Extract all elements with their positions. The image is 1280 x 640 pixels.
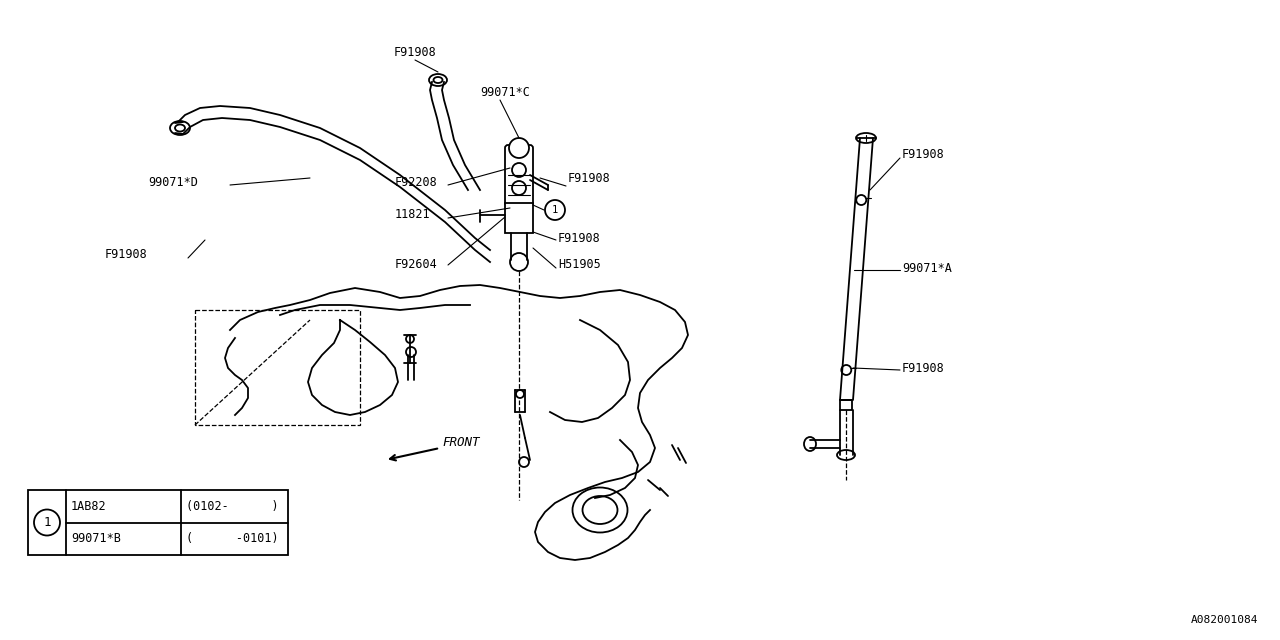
Ellipse shape xyxy=(434,77,443,83)
Text: A082001084: A082001084 xyxy=(1190,615,1258,625)
Text: (0102-      ): (0102- ) xyxy=(186,500,279,513)
Circle shape xyxy=(406,347,416,357)
Circle shape xyxy=(518,457,529,467)
Bar xyxy=(28,490,288,555)
Text: 11821: 11821 xyxy=(396,209,430,221)
Circle shape xyxy=(512,163,526,177)
Text: F92604: F92604 xyxy=(396,259,438,271)
Circle shape xyxy=(509,138,529,158)
Circle shape xyxy=(841,365,851,375)
Ellipse shape xyxy=(804,437,817,451)
Text: 99071*B: 99071*B xyxy=(70,532,120,545)
Ellipse shape xyxy=(572,488,627,532)
Bar xyxy=(840,400,852,410)
Text: 1: 1 xyxy=(552,205,558,215)
Text: F91908: F91908 xyxy=(558,232,600,244)
Bar xyxy=(506,203,532,233)
Text: 99071*C: 99071*C xyxy=(480,86,530,99)
Text: F91908: F91908 xyxy=(902,148,945,161)
Bar xyxy=(195,310,360,425)
Circle shape xyxy=(35,509,60,536)
Text: 1: 1 xyxy=(44,516,51,529)
Text: FRONT: FRONT xyxy=(442,436,480,449)
Text: F91908: F91908 xyxy=(105,248,147,262)
Circle shape xyxy=(856,195,867,205)
Text: 1AB82: 1AB82 xyxy=(70,500,106,513)
Circle shape xyxy=(512,181,526,195)
Ellipse shape xyxy=(429,74,447,86)
Text: F91908: F91908 xyxy=(568,172,611,184)
Text: 99071*D: 99071*D xyxy=(148,175,198,189)
Text: F92208: F92208 xyxy=(396,175,438,189)
Text: 99071*A: 99071*A xyxy=(902,262,952,275)
Ellipse shape xyxy=(582,496,617,524)
FancyBboxPatch shape xyxy=(506,145,532,206)
Ellipse shape xyxy=(175,125,186,131)
Text: (      -0101): ( -0101) xyxy=(186,532,279,545)
Ellipse shape xyxy=(837,450,855,460)
Circle shape xyxy=(406,335,413,343)
Text: F91908: F91908 xyxy=(902,362,945,374)
Circle shape xyxy=(509,253,529,271)
Circle shape xyxy=(545,200,564,220)
Text: H51905: H51905 xyxy=(558,259,600,271)
Text: F91908: F91908 xyxy=(394,47,436,60)
Ellipse shape xyxy=(170,121,189,135)
Ellipse shape xyxy=(856,133,876,143)
Circle shape xyxy=(516,390,524,398)
